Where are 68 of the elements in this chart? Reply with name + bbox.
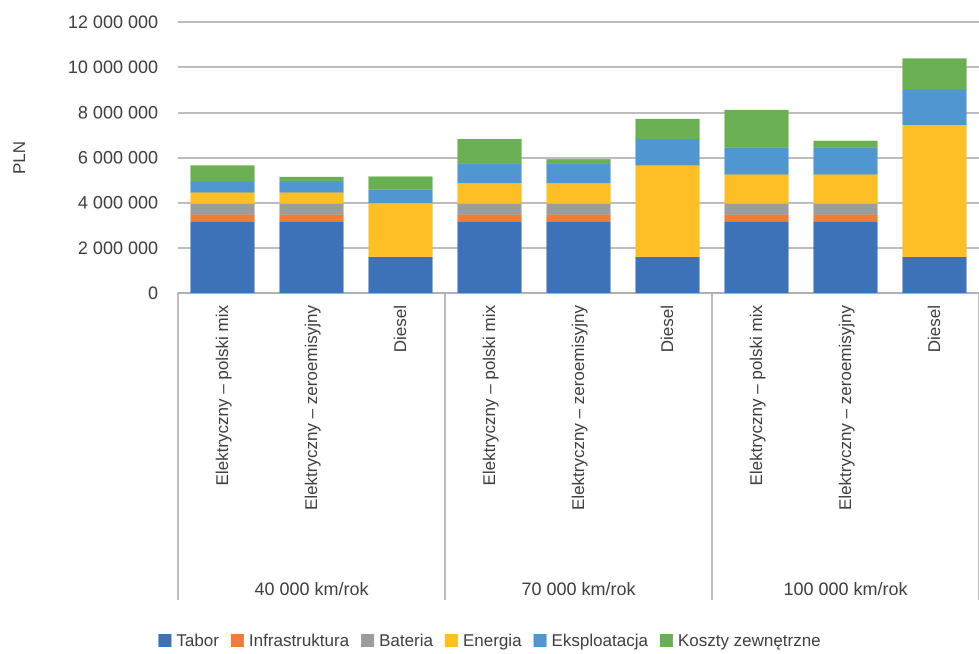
bar (368, 176, 433, 190)
bar (902, 124, 967, 257)
bar (635, 138, 700, 166)
bar (902, 256, 967, 293)
bar (190, 165, 255, 182)
bar (457, 163, 522, 184)
bar (368, 256, 433, 293)
x-tick-label: Elektryczny – polski mix (213, 304, 232, 486)
y-tick-label: 6 000 000 (78, 148, 158, 168)
bar (724, 214, 789, 222)
text: 70 000 km/rok (521, 579, 637, 599)
bar (457, 138, 522, 164)
bar (546, 183, 611, 204)
bar (457, 222, 522, 293)
y-axis-title: PLN (10, 140, 29, 174)
bar (368, 190, 433, 204)
bar (190, 181, 255, 193)
bar (724, 148, 789, 174)
legend-label: Tabor (176, 631, 220, 650)
y-tick-label: 0 (148, 283, 158, 303)
legend-label: Koszty zewnętrzne (678, 631, 821, 650)
bar (546, 214, 611, 222)
y-tick-label: 2 000 000 (78, 238, 158, 258)
bar (368, 203, 433, 257)
bar (813, 214, 878, 222)
bar (724, 110, 789, 148)
bar (190, 192, 255, 204)
text: 40 000 km/rok (254, 579, 370, 599)
y-tick-label: 8 000 000 (78, 102, 158, 122)
bar (457, 214, 522, 222)
y-tick-label: 10 000 000 (68, 57, 158, 78)
bar (546, 163, 611, 184)
bar (724, 174, 789, 204)
x-tick-label: Diesel (925, 305, 944, 352)
bar (279, 176, 344, 182)
x-tick-label: Elektryczny – zeroemisyjny (569, 304, 588, 510)
y-tick-label: 4 000 000 (78, 192, 158, 213)
bar (813, 148, 878, 174)
bar (635, 118, 700, 139)
x-tick-label: Diesel (658, 305, 677, 352)
legend-label: Energia (462, 631, 522, 650)
bar (279, 214, 344, 222)
bar (724, 222, 789, 293)
text: 100 000 km/rok (783, 579, 909, 599)
legend-label: Eksploatacja (552, 631, 648, 650)
bar (279, 181, 344, 193)
bar (635, 256, 700, 293)
bar (190, 214, 255, 222)
y-tick-label: 12 000 000 (68, 12, 158, 32)
bar (813, 140, 878, 148)
bar (902, 58, 967, 90)
bar (635, 165, 700, 257)
x-tick-label: Diesel (391, 305, 410, 352)
bar (190, 222, 255, 293)
bar (902, 90, 967, 125)
bar (457, 183, 522, 204)
x-tick-label: Elektryczny – polski mix (480, 304, 499, 486)
bar (279, 222, 344, 293)
bar (813, 174, 878, 204)
x-tick-label: Elektryczny – polski mix (747, 304, 766, 486)
bar (279, 192, 344, 204)
bar (546, 159, 611, 164)
bar (546, 222, 611, 293)
legend-label: Infrastruktura (248, 631, 350, 650)
legend-label: Bateria (379, 631, 434, 650)
x-tick-label: Elektryczny – zeroemisyjny (302, 304, 321, 510)
bar (813, 222, 878, 293)
x-tick-label: Elektryczny – zeroemisyjny (836, 304, 855, 510)
